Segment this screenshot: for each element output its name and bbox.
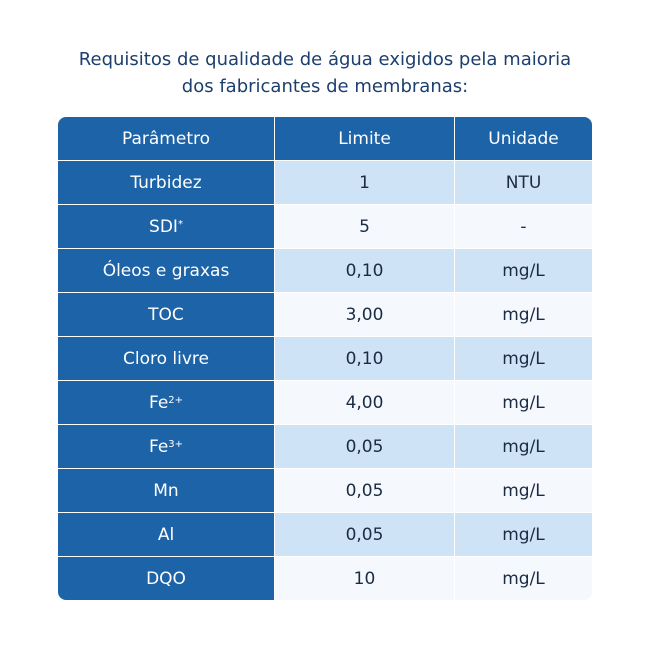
parameter-cell: Mn [58, 469, 274, 512]
unit-cell: NTU [454, 161, 592, 204]
requirements-table: Parâmetro Limite Unidade Turbidez 1 NTU … [58, 117, 592, 600]
unit-cell: mg/L [454, 337, 592, 380]
table-row: DQO 10 mg/L [58, 556, 592, 600]
unit-cell: mg/L [454, 249, 592, 292]
table-row: Turbidez 1 NTU [58, 160, 592, 204]
table-row: Fe 2+ 4,00 mg/L [58, 380, 592, 424]
unit-cell: mg/L [454, 469, 592, 512]
limit-cell: 10 [274, 557, 454, 600]
parameter-cell: Óleos e graxas [58, 249, 274, 292]
parameter-cell: Turbidez [58, 161, 274, 204]
limit-cell: 0,10 [274, 337, 454, 380]
table-header-row: Parâmetro Limite Unidade [58, 117, 592, 160]
title-line-1: Requisitos de qualidade de água exigidos… [78, 49, 572, 70]
page-title: Requisitos de qualidade de água exigidos… [0, 46, 650, 100]
header-limit: Limite [274, 117, 454, 160]
parameter-cell: TOC [58, 293, 274, 336]
table-row: Mn 0,05 mg/L [58, 468, 592, 512]
table-row: Al 0,05 mg/L [58, 512, 592, 556]
parameter-cell: DQO [58, 557, 274, 600]
unit-cell: mg/L [454, 381, 592, 424]
header-parameter: Parâmetro [58, 117, 274, 160]
limit-cell: 0,05 [274, 513, 454, 556]
table-row: TOC 3,00 mg/L [58, 292, 592, 336]
limit-cell: 0,05 [274, 425, 454, 468]
table-row: SDI * 5 - [58, 204, 592, 248]
limit-cell: 5 [274, 205, 454, 248]
unit-cell: mg/L [454, 293, 592, 336]
table-row: Óleos e graxas 0,10 mg/L [58, 248, 592, 292]
table-row: Cloro livre 0,10 mg/L [58, 336, 592, 380]
limit-cell: 4,00 [274, 381, 454, 424]
parameter-cell: Cloro livre [58, 337, 274, 380]
limit-cell: 3,00 [274, 293, 454, 336]
parameter-cell: SDI * [58, 205, 274, 248]
unit-cell: - [454, 205, 592, 248]
unit-cell: mg/L [454, 513, 592, 556]
unit-cell: mg/L [454, 557, 592, 600]
parameter-cell: Fe 3+ [58, 425, 274, 468]
parameter-cell: Al [58, 513, 274, 556]
header-unit: Unidade [454, 117, 592, 160]
table-row: Fe 3+ 0,05 mg/L [58, 424, 592, 468]
limit-cell: 0,05 [274, 469, 454, 512]
title-line-2: dos fabricantes de membranas: [181, 76, 469, 97]
limit-cell: 0,10 [274, 249, 454, 292]
unit-cell: mg/L [454, 425, 592, 468]
limit-cell: 1 [274, 161, 454, 204]
parameter-cell: Fe 2+ [58, 381, 274, 424]
